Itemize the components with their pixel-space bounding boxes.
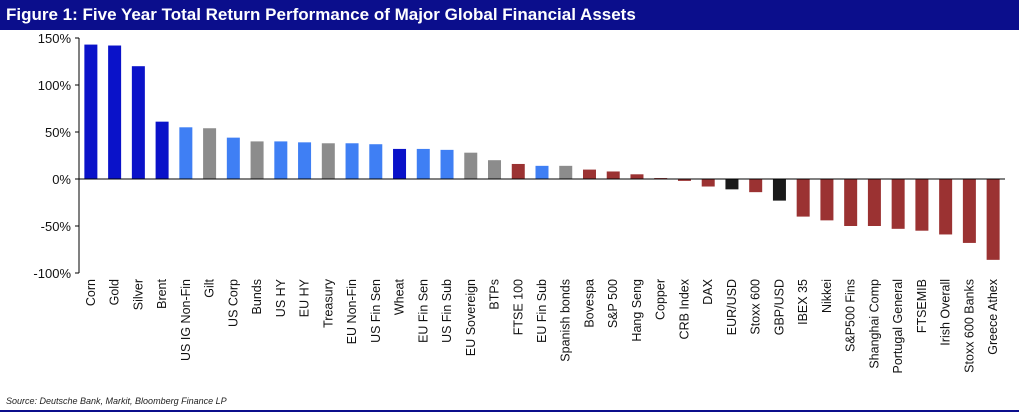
bar (226, 137, 240, 179)
x-category-label: GBP/USD (772, 279, 786, 335)
bar (559, 165, 573, 179)
bottom-divider (0, 410, 1019, 412)
x-category-label: Portugal General (891, 279, 905, 374)
x-category-label: Gold (108, 279, 122, 305)
x-category-label: EU Fin Sen (416, 279, 430, 343)
bar (725, 179, 739, 190)
x-category-label: Irish Overall (939, 279, 953, 346)
bars (79, 44, 1005, 260)
x-category-label: IBEX 35 (796, 279, 810, 325)
bar (915, 179, 929, 231)
bar (393, 148, 407, 179)
x-category-label: Nikkei (820, 279, 834, 313)
bar (701, 179, 715, 187)
y-tick-label: -50% (41, 219, 72, 234)
x-category-label: Corn (84, 279, 98, 306)
source-note: Source: Deutsche Bank, Markit, Bloomberg… (6, 396, 227, 406)
bar (796, 179, 810, 217)
x-category-label: EU HY (298, 278, 312, 317)
bar (630, 174, 644, 179)
y-tick-label: 100% (38, 78, 72, 93)
x-category-label: EUR/USD (725, 279, 739, 335)
bar (772, 179, 786, 201)
bar (582, 169, 596, 179)
x-category-label: Brent (155, 278, 169, 308)
x-category-label: Copper (654, 279, 668, 320)
x-category-label: FTSE 100 (511, 279, 525, 335)
bar (464, 152, 478, 179)
x-category-label: Shanghai Comp (867, 279, 881, 369)
bar (606, 171, 620, 179)
bar (203, 128, 217, 179)
bar (250, 141, 264, 179)
bar (867, 179, 881, 226)
y-tick-label: 50% (45, 125, 71, 140)
x-category-label: Stoxx 600 Banks (962, 279, 976, 373)
x-category-label: DAX (701, 278, 715, 304)
bar (820, 179, 834, 221)
x-category-label: US Fin Sen (369, 279, 383, 343)
bar (891, 179, 905, 229)
bar (440, 149, 454, 179)
x-category-label: EU Sovereign (464, 279, 478, 356)
y-tick-label: -100% (33, 266, 71, 281)
bar (844, 179, 858, 226)
x-category-label: Spanish bonds (559, 279, 573, 362)
x-category-label: FTSEMIB (915, 279, 929, 333)
bar (416, 148, 430, 179)
bar (274, 141, 288, 179)
x-category-label: EU Fin Sub (535, 279, 549, 343)
y-axis: 150% 100% 50% 0% -50% -100% (33, 31, 80, 281)
x-category-label: Stoxx 600 (749, 279, 763, 335)
bar (369, 144, 383, 179)
bar (108, 45, 122, 179)
bar (749, 179, 763, 193)
x-category-label: Bunds (250, 279, 264, 314)
x-category-label: US HY (274, 278, 288, 317)
x-category-label: Hang Seng (630, 279, 644, 342)
bar (155, 121, 169, 179)
x-category-label: S&P500 Fins (844, 279, 858, 352)
chart-title: Figure 1: Five Year Total Return Perform… (0, 0, 1019, 30)
bar (321, 143, 335, 179)
bar (345, 143, 359, 179)
bar (677, 179, 691, 181)
x-category-label: Treasury (321, 278, 335, 328)
bar (962, 179, 976, 243)
x-category-label: BTPs (488, 279, 502, 310)
y-tick-label: 150% (38, 31, 72, 46)
bar (511, 163, 525, 179)
x-category-label: Bovespa (582, 279, 596, 328)
x-category-label: US Fin Sub (440, 279, 454, 343)
x-category-label: EU Non-Fin (345, 279, 359, 344)
x-category-label: Silver (131, 279, 145, 310)
bar (131, 66, 145, 179)
y-tick-label: 0% (52, 172, 71, 187)
x-category-label: US IG Non-Fin (179, 279, 193, 361)
bar (986, 179, 1000, 260)
x-category-label: S&P 500 (606, 279, 620, 328)
bar (84, 44, 98, 179)
bar (298, 142, 312, 179)
x-axis-labels: Corn Gold Silver Brent US IG Non-Fin Gilt US C… (84, 278, 1000, 373)
x-category-label: Greece Athex (986, 278, 1000, 354)
bar-chart: 150% 100% 50% 0% -50% -100% Corn Gold Silver Bre… (33, 31, 1005, 374)
x-category-label: Wheat (393, 278, 407, 315)
x-category-label: CRB Index (677, 278, 691, 339)
x-category-label: US Corp (226, 279, 240, 327)
bar (488, 160, 502, 179)
bar (535, 165, 549, 179)
bar (939, 179, 953, 235)
x-category-label: Gilt (203, 278, 217, 297)
bar (179, 127, 193, 179)
